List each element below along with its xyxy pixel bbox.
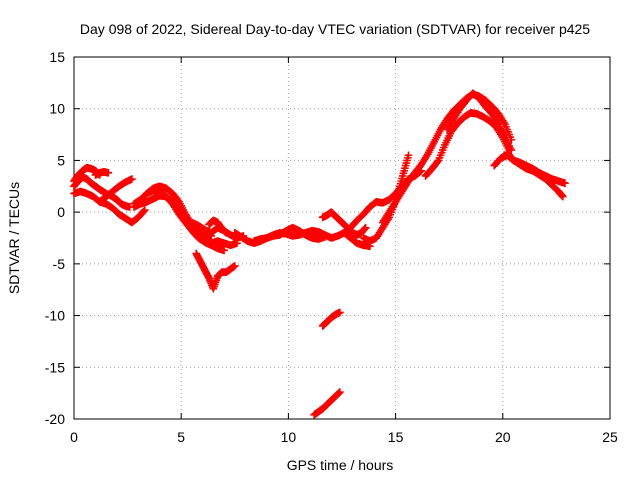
x-tick-label: 15 bbox=[388, 429, 404, 445]
data-point bbox=[336, 388, 344, 396]
series-track-u bbox=[503, 148, 567, 201]
y-tick-label: 15 bbox=[49, 49, 65, 65]
series-track-b bbox=[70, 163, 104, 185]
data-point bbox=[231, 262, 239, 270]
data-point bbox=[361, 223, 370, 232]
series-track-o bbox=[340, 166, 426, 237]
series-track-v bbox=[318, 308, 344, 330]
series-track-h bbox=[143, 186, 216, 240]
y-tick-label: 0 bbox=[57, 204, 65, 220]
axes: 0 5 10 15 20 25 -20 -15 -10 -5 0 5 10 15 bbox=[45, 49, 618, 445]
series-track-r bbox=[421, 109, 514, 180]
data-point bbox=[336, 308, 344, 317]
series-track-e bbox=[91, 168, 113, 179]
series-track-k bbox=[192, 249, 239, 293]
data-point bbox=[104, 169, 113, 177]
series-track-n bbox=[318, 208, 370, 239]
data-point bbox=[559, 192, 567, 201]
series-track-q bbox=[378, 90, 516, 227]
data-point bbox=[404, 151, 413, 160]
y-axis-label: SDTVAR / TECUs bbox=[6, 182, 22, 294]
data-point bbox=[561, 179, 569, 187]
data-point bbox=[507, 146, 516, 154]
x-axis-label: GPS time / hours bbox=[287, 457, 394, 473]
y-tick-label: -10 bbox=[45, 308, 65, 324]
y-tick-label: -15 bbox=[45, 359, 65, 375]
series-track-w bbox=[310, 388, 344, 419]
plot-frame bbox=[73, 56, 611, 420]
data-point bbox=[222, 229, 231, 237]
chart-title: Day 098 of 2022, Sidereal Day-to-day VTE… bbox=[80, 21, 590, 37]
y-tick-label: 5 bbox=[57, 152, 65, 168]
data-point bbox=[220, 246, 228, 255]
series-track-j bbox=[205, 216, 231, 237]
series-track-d bbox=[95, 175, 136, 206]
x-tick-label: 20 bbox=[495, 429, 511, 445]
x-tick-label: 0 bbox=[70, 429, 78, 445]
x-tick-label: 5 bbox=[177, 429, 185, 445]
series-track-s bbox=[443, 89, 516, 154]
data-point bbox=[321, 233, 329, 241]
data-series bbox=[70, 89, 569, 419]
data-point bbox=[128, 175, 136, 183]
series-track-m bbox=[250, 223, 329, 245]
grid-lines bbox=[74, 57, 610, 419]
x-tick-label: 25 bbox=[602, 429, 618, 445]
x-tick-label: 10 bbox=[281, 429, 297, 445]
data-point bbox=[140, 206, 149, 214]
y-tick-label: 10 bbox=[49, 101, 65, 117]
y-tick-label: -5 bbox=[53, 256, 66, 272]
y-tick-label: -20 bbox=[45, 411, 65, 427]
